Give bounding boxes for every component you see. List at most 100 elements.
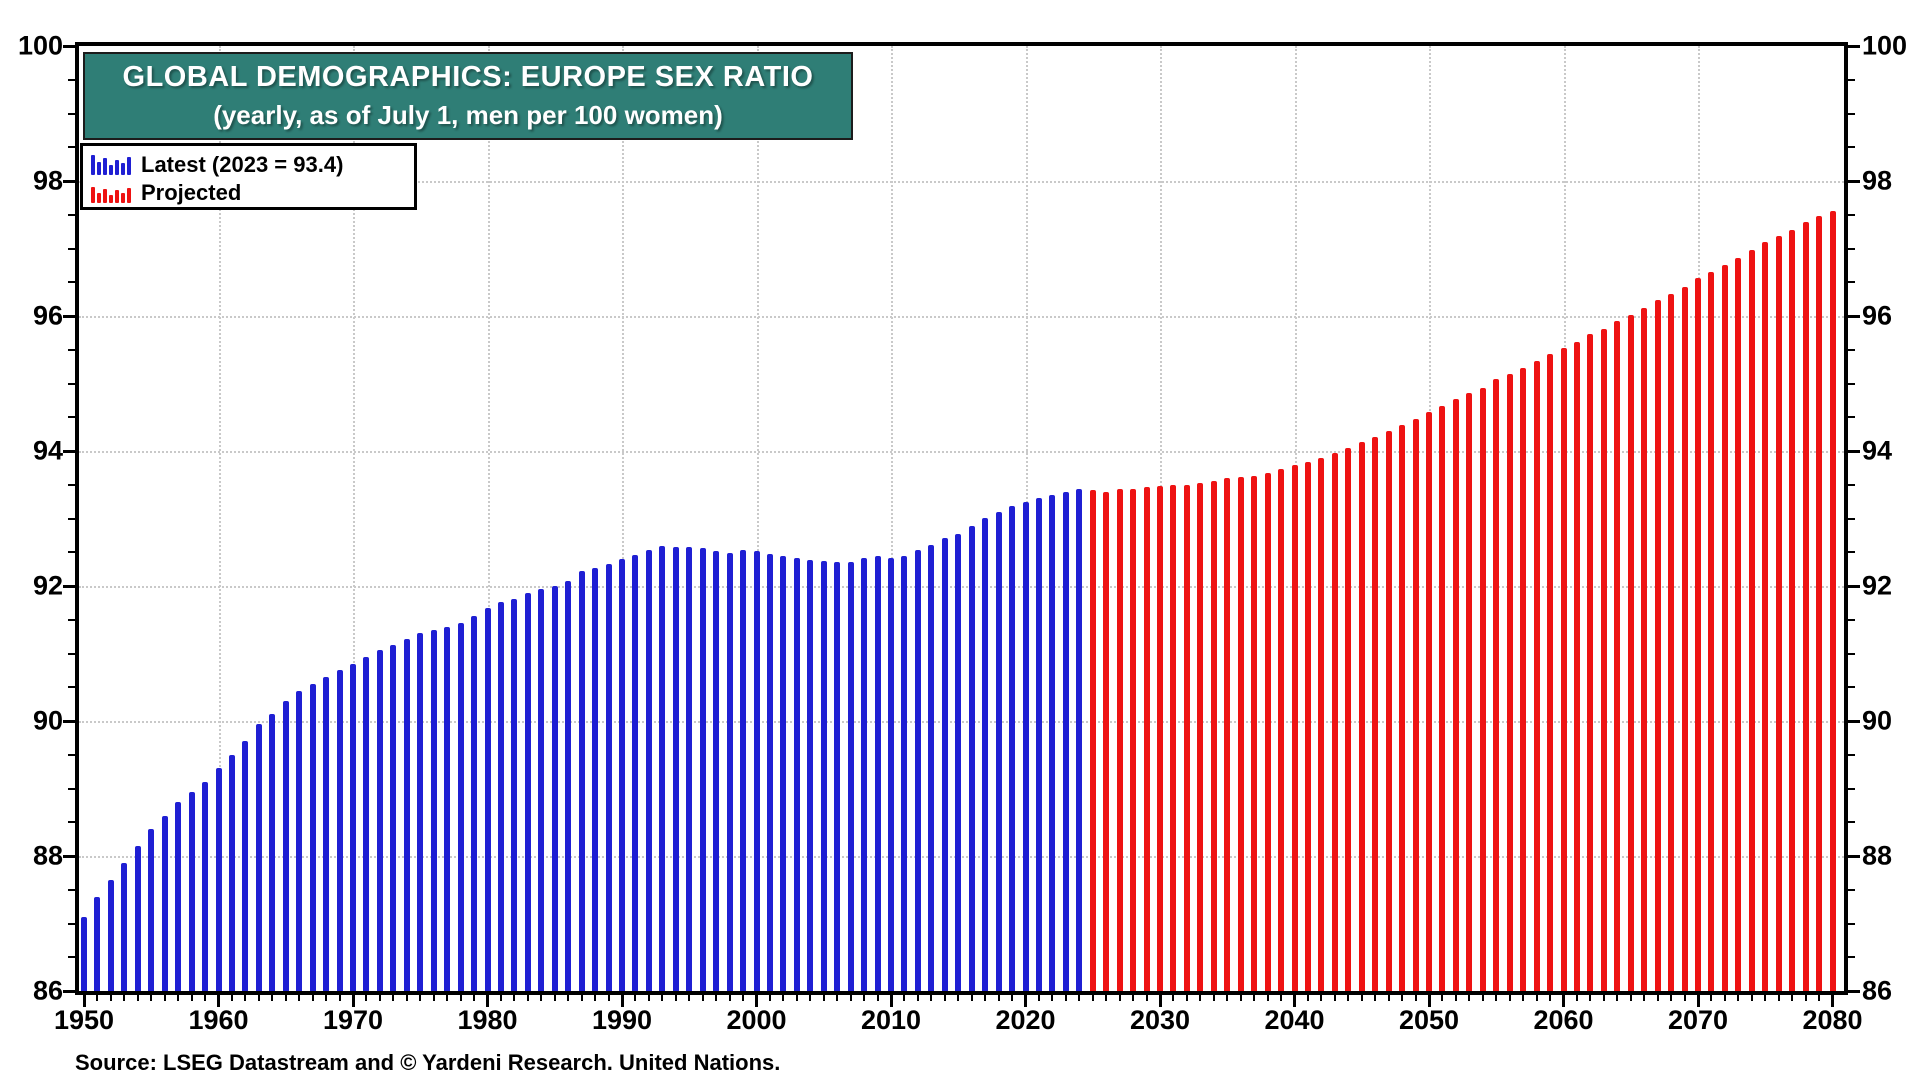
y-major-tick-right — [1848, 584, 1860, 588]
y-axis-label-right: 100 — [1862, 30, 1908, 61]
x-minor-tick — [1468, 995, 1471, 1001]
bar-1994 — [672, 546, 679, 991]
bar-2009 — [874, 556, 881, 991]
y-minor-tick-left — [68, 618, 75, 621]
x-minor-tick — [1508, 995, 1511, 1001]
x-minor-tick — [1791, 995, 1794, 1001]
bar-1954 — [134, 845, 141, 991]
x-minor-tick — [1818, 995, 1821, 1001]
latest-bars-icon — [91, 155, 131, 175]
legend: Latest (2023 = 93.4) Projected — [80, 143, 417, 210]
y-minor-tick-right — [1848, 281, 1855, 284]
x-minor-tick — [1589, 995, 1592, 1001]
y-major-tick-left — [63, 179, 75, 183]
bar-1968 — [323, 677, 330, 991]
bar-2038 — [1264, 473, 1271, 991]
bar-2040 — [1291, 465, 1298, 991]
x-minor-tick — [1051, 995, 1054, 1001]
bar-2049 — [1412, 418, 1419, 991]
bar-1981 — [497, 602, 504, 991]
x-minor-tick — [661, 995, 664, 1001]
x-major-tick — [486, 995, 489, 1007]
x-major-tick — [1696, 995, 1700, 1007]
y-axis-label-left: 92 — [32, 570, 63, 601]
x-axis-label: 1960 — [188, 1005, 249, 1035]
source-note: Source: LSEG Datastream and © Yardeni Re… — [75, 1050, 781, 1075]
x-minor-tick — [1454, 995, 1457, 1001]
y-minor-tick-right — [1848, 652, 1855, 655]
x-minor-tick — [1266, 995, 1269, 1001]
x-minor-tick — [742, 995, 745, 1001]
x-minor-tick — [688, 995, 691, 1001]
x-minor-tick — [1145, 995, 1148, 1001]
x-minor-tick — [1670, 995, 1673, 1001]
y-minor-tick-right — [1848, 517, 1855, 520]
y-minor-tick-right — [1848, 348, 1855, 351]
bar-1955 — [148, 829, 155, 991]
bar-2057 — [1520, 367, 1527, 991]
x-axis-label: 1990 — [591, 1005, 653, 1035]
bar-1984 — [538, 589, 545, 991]
bar-2000 — [753, 550, 760, 991]
x-major-tick — [755, 995, 758, 1007]
bar-2078 — [1802, 221, 1809, 991]
bar-2010 — [888, 558, 894, 991]
x-axis-label: 1980 — [457, 1005, 518, 1035]
bar-2043 — [1331, 453, 1338, 991]
chart-title-box: GLOBAL DEMOGRAPHICS: EUROPE SEX RATIO (y… — [83, 52, 853, 140]
gridline-vertical — [622, 46, 624, 991]
chart-subtitle: (yearly, as of July 1, men per 100 women… — [213, 100, 723, 130]
x-minor-tick — [1172, 995, 1175, 1001]
legend-icon-bar — [109, 195, 113, 203]
bar-2051 — [1439, 406, 1446, 991]
x-minor-tick — [1118, 995, 1121, 1001]
bar-2014 — [941, 538, 948, 991]
bar-2008 — [861, 557, 868, 991]
y-major-tick-right — [1848, 179, 1860, 183]
bar-2004 — [807, 559, 814, 991]
bar-2041 — [1304, 462, 1311, 991]
x-minor-tick — [1549, 995, 1552, 1001]
y-minor-tick-right — [1848, 382, 1855, 385]
y-major-tick-left — [63, 989, 75, 993]
x-minor-tick — [701, 995, 704, 1001]
legend-icon-bar — [115, 190, 119, 203]
bar-1956 — [161, 815, 168, 991]
x-minor-tick — [392, 995, 395, 1001]
y-minor-tick-left — [68, 382, 75, 385]
x-minor-tick — [1374, 995, 1377, 1001]
y-minor-tick-left — [68, 483, 75, 486]
bar-2045 — [1358, 442, 1365, 991]
plot-area — [75, 42, 1848, 995]
bar-2031 — [1170, 484, 1177, 991]
bar-1982 — [511, 598, 518, 991]
x-minor-tick — [715, 995, 718, 1001]
bar-1959 — [202, 781, 209, 991]
bar-2073 — [1735, 257, 1742, 991]
bar-2070 — [1695, 278, 1701, 991]
legend-label-latest: Latest (2023 = 93.4) — [141, 152, 344, 177]
x-minor-tick — [1037, 995, 1040, 1001]
bar-2039 — [1278, 469, 1285, 991]
y-axis-label-left: 96 — [32, 300, 63, 331]
x-minor-tick — [567, 995, 570, 1001]
bar-2032 — [1183, 484, 1190, 991]
bar-1970 — [350, 663, 356, 991]
x-minor-tick — [1401, 995, 1404, 1001]
x-minor-tick — [298, 995, 301, 1001]
bar-1952 — [107, 879, 114, 991]
bar-2035 — [1224, 478, 1231, 991]
x-minor-tick — [1360, 995, 1363, 1001]
bar-2020 — [1022, 501, 1029, 991]
x-minor-tick — [1212, 995, 1215, 1001]
x-minor-tick — [405, 995, 408, 1001]
legend-icon-bar — [103, 189, 107, 203]
x-minor-tick — [943, 995, 946, 1001]
bar-2068 — [1668, 294, 1675, 991]
bar-2046 — [1372, 436, 1379, 991]
legend-icon-bar — [109, 165, 113, 175]
x-minor-tick — [1683, 995, 1686, 1001]
y-minor-tick-left — [68, 686, 75, 689]
x-minor-tick — [136, 995, 139, 1001]
x-minor-tick — [1347, 995, 1350, 1001]
